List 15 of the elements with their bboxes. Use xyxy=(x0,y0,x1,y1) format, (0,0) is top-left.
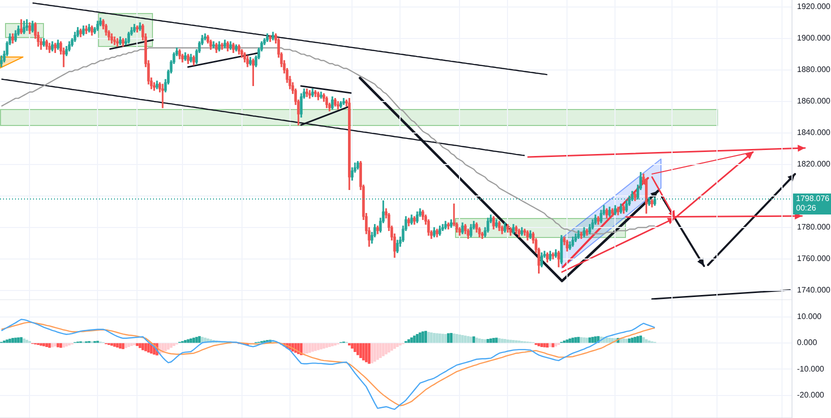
y-tick-label: 1840.000 xyxy=(797,128,831,138)
ref-line-label: 1798.076 xyxy=(796,194,830,204)
y-tick-label: 1760.000 xyxy=(797,254,831,264)
y-tick-label: 1900.000 xyxy=(797,34,831,43)
text: 00:26 xyxy=(796,204,817,213)
y-tick-label: 0.000 xyxy=(797,338,818,348)
y-tick-label: 1740.000 xyxy=(797,286,831,295)
y-tick-label: 10.000 xyxy=(797,312,822,321)
y-tick-label: 1780.000 xyxy=(797,222,831,232)
y-tick-label: 1860.000 xyxy=(797,96,831,106)
y-tick-label: 1880.000 xyxy=(797,65,831,74)
y-tick-label: 1820.000 xyxy=(797,160,831,169)
y-tick-label: -10.000 xyxy=(797,364,825,374)
y-tick-label: -20.000 xyxy=(797,390,825,400)
y-tick-label: 1920.000 xyxy=(797,2,831,12)
